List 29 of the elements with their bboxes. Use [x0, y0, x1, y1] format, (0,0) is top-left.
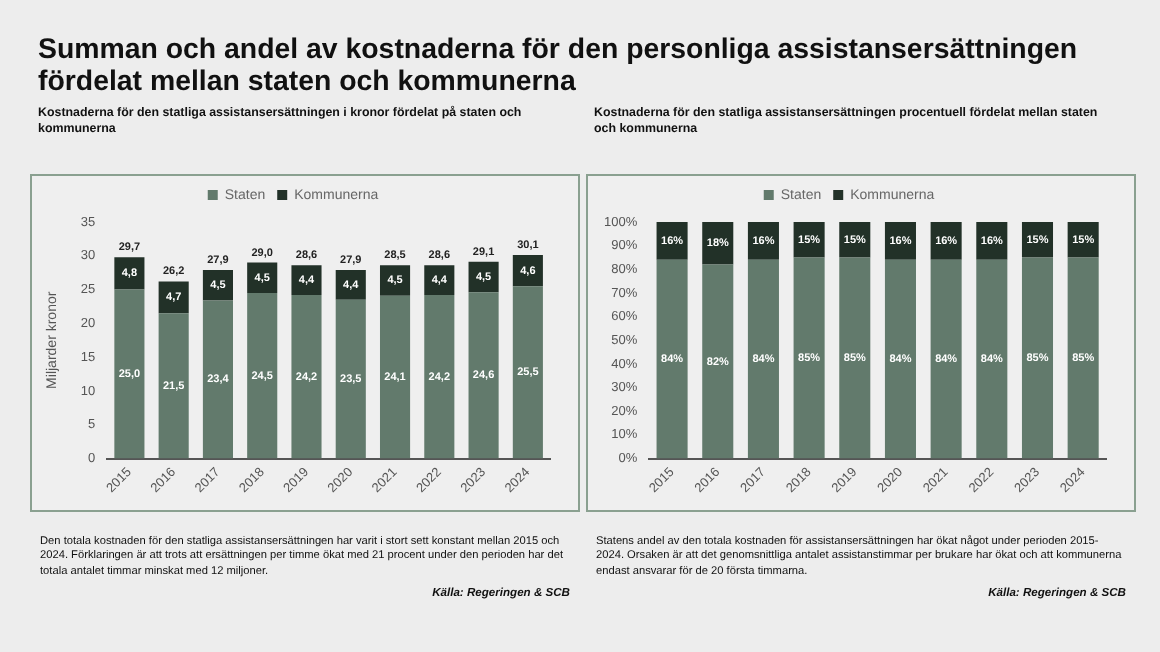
bar — [158, 281, 189, 314]
bar — [379, 265, 411, 296]
bar — [512, 255, 543, 287]
chart-title: Summan och andel av kostnaderna för den personliga assistansersättningen fördelat mellan staten och kommunerna — [38, 34, 1080, 98]
bar — [114, 257, 145, 290]
bar — [702, 264, 734, 459]
bar — [424, 294, 455, 459]
bar — [656, 259, 688, 459]
bar — [158, 313, 189, 459]
bar — [512, 286, 543, 459]
bar — [930, 259, 962, 459]
bar — [884, 259, 916, 459]
bar — [114, 289, 145, 459]
bar — [702, 222, 734, 265]
bar — [793, 257, 825, 459]
bar — [468, 292, 499, 459]
bar — [379, 295, 411, 459]
bar — [747, 259, 779, 459]
bar — [291, 265, 322, 295]
bar — [976, 259, 1008, 459]
bar — [335, 299, 366, 459]
bar — [247, 292, 278, 459]
bar — [1021, 257, 1054, 459]
bar — [424, 265, 455, 295]
bar — [1067, 257, 1099, 459]
bar — [202, 300, 233, 459]
bar — [291, 294, 322, 459]
bar — [839, 257, 871, 459]
bar — [335, 269, 366, 300]
